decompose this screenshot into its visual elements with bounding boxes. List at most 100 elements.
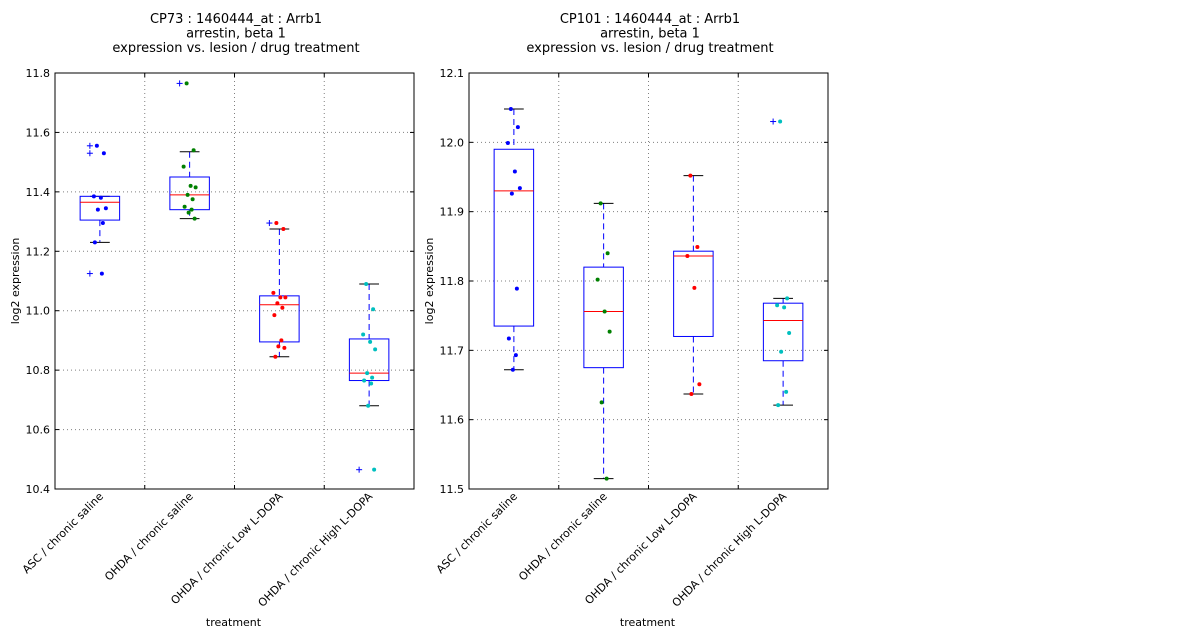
- data-point: [595, 277, 600, 282]
- data-point: [193, 185, 198, 190]
- box-iqr: [583, 266, 624, 369]
- data-point: [279, 338, 284, 343]
- chart-title-line: arrestin, beta 1: [186, 27, 286, 42]
- data-point: [271, 290, 276, 295]
- y-tick-label: 11.8: [440, 275, 465, 288]
- data-point: [364, 281, 369, 286]
- data-point: [599, 400, 604, 405]
- chart-title-line: expression vs. lesion / drug treatment: [526, 41, 773, 56]
- data-point: [517, 186, 522, 191]
- data-point: [598, 201, 603, 206]
- data-point: [365, 371, 370, 376]
- y-tick-label: 10.8: [26, 364, 51, 377]
- data-point: [506, 336, 511, 341]
- data-point: [281, 227, 286, 231]
- box-iqr: [493, 148, 535, 327]
- box-iqr: [673, 250, 714, 337]
- data-point: [787, 331, 792, 335]
- data-point: [605, 251, 610, 256]
- y-tick-label: 11.6: [440, 414, 465, 427]
- data-point: [92, 240, 97, 245]
- data-point: [103, 206, 108, 211]
- data-point: [186, 210, 191, 215]
- data-point: [276, 344, 281, 349]
- data-point: [95, 207, 100, 212]
- box-group: [493, 108, 535, 371]
- data-point: [94, 143, 99, 148]
- plot-frame: [468, 72, 829, 490]
- box-iqr: [169, 176, 210, 211]
- data-point: [280, 305, 285, 310]
- y-tick-label: 10.6: [26, 424, 51, 437]
- data-point: [99, 271, 104, 276]
- y-axis-label: log2 expression: [423, 238, 436, 325]
- data-point: [778, 119, 783, 124]
- y-tick-label: 11.7: [440, 344, 465, 357]
- data-point: [602, 309, 607, 314]
- data-point: [776, 403, 781, 408]
- x-axis-label: treatment: [206, 616, 262, 629]
- x-axis-label: treatment: [620, 616, 676, 629]
- box-iqr: [259, 295, 300, 343]
- data-point: [688, 173, 693, 178]
- y-tick-label: 11.2: [26, 245, 51, 258]
- box-iqr: [79, 195, 121, 221]
- y-tick-label: 12.0: [440, 136, 465, 149]
- plot-frame: [54, 72, 415, 490]
- data-point: [697, 382, 702, 387]
- y-tick-label: 10.4: [26, 483, 51, 496]
- chart-title-line: arrestin, beta 1: [600, 27, 700, 42]
- data-point: [372, 467, 377, 472]
- data-point: [508, 107, 513, 112]
- y-tick-label: 11.4: [26, 186, 51, 199]
- data-point: [361, 332, 366, 337]
- data-point: [514, 286, 519, 291]
- data-point: [510, 367, 515, 372]
- data-point: [101, 151, 106, 156]
- data-point: [189, 207, 194, 212]
- data-point: [369, 381, 374, 386]
- x-category-label: OHDA / chronic saline: [516, 490, 610, 584]
- data-point: [784, 389, 789, 394]
- data-point: [282, 345, 287, 350]
- chart-title-line: CP73 : 1460444_at : Arrb1: [150, 12, 322, 27]
- data-point: [283, 295, 288, 300]
- data-point: [188, 183, 193, 188]
- data-point: [366, 403, 371, 408]
- data-point: [185, 192, 190, 197]
- data-point: [371, 307, 376, 312]
- y-tick-label: 11.9: [440, 206, 465, 219]
- y-tick-label: 11.6: [26, 126, 51, 139]
- box-iqr: [762, 302, 804, 362]
- data-point: [775, 303, 780, 308]
- data-point: [373, 347, 378, 352]
- y-tick-label: 11.5: [440, 483, 465, 496]
- data-point: [604, 476, 609, 481]
- data-point: [509, 191, 514, 196]
- chart-title-line: CP101 : 1460444_at : Arrb1: [560, 12, 740, 27]
- data-point: [190, 197, 195, 202]
- box-group: [583, 202, 624, 480]
- data-point: [100, 221, 105, 226]
- y-axis-label: log2 expression: [9, 238, 22, 325]
- data-point: [191, 148, 196, 153]
- chart-title-line: expression vs. lesion / drug treatment: [112, 41, 359, 56]
- box-group: [348, 283, 390, 473]
- data-point: [278, 295, 283, 300]
- data-point: [692, 285, 697, 290]
- data-point: [785, 296, 790, 301]
- data-point: [273, 354, 278, 359]
- data-point: [685, 254, 690, 259]
- box-group: [169, 80, 210, 220]
- data-point: [695, 245, 700, 250]
- y-tick-label: 12.1: [440, 67, 465, 80]
- x-category-label: ASC / chronic saline: [434, 490, 520, 576]
- box-group: [762, 118, 804, 406]
- data-point: [274, 221, 279, 226]
- x-category-label: OHDA / chronic saline: [102, 490, 196, 584]
- data-point: [370, 375, 375, 380]
- data-point: [182, 204, 187, 209]
